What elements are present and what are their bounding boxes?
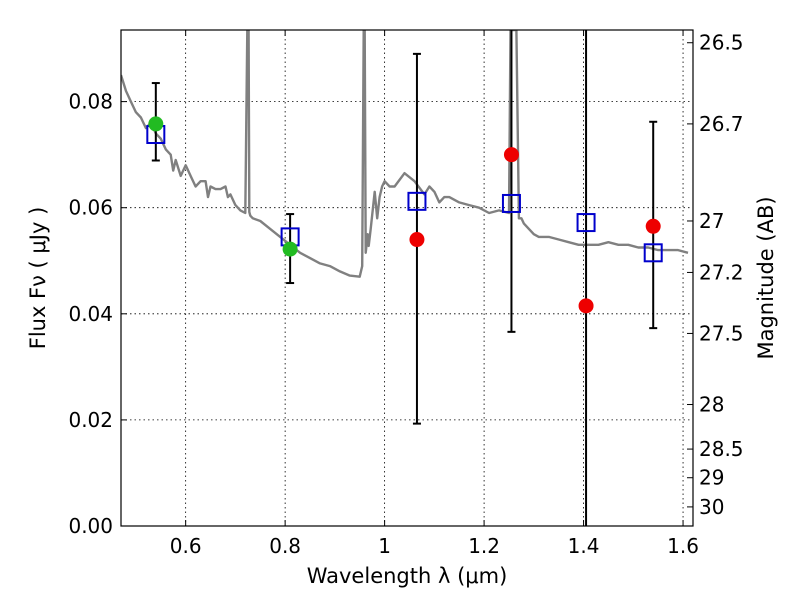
- plot-background: [121, 30, 693, 526]
- magnitude-tick-label: 28: [699, 393, 724, 417]
- series-layer: [121, 30, 689, 278]
- x-tick-label: 1.4: [568, 534, 600, 558]
- magnitude-tick-label: 29: [699, 466, 724, 490]
- x-tick-label: 1.2: [468, 534, 500, 558]
- spectrum-line: [121, 30, 689, 278]
- model-photometry-square: [501, 193, 521, 213]
- photometry-point: [409, 232, 425, 248]
- ticks: 0.6 0.8 1 1.2 1.4 1.6 0.00 0.02 0.04 0.06 0.08 26.5…: [68, 30, 744, 558]
- magnitude-tick-label: 26.5: [699, 31, 744, 55]
- magnitude-tick-label: 27.5: [699, 321, 744, 345]
- y-tick-label: 0.08: [68, 90, 113, 114]
- photometry-point: [148, 116, 164, 132]
- y-tick-label: 0.02: [68, 408, 113, 432]
- y-axis-label: Flux Fν ( μJy ): [26, 207, 50, 350]
- y2-axis-label: Magnitude (AB): [754, 196, 778, 359]
- x-tick-label: 0.8: [269, 534, 301, 558]
- x-axis-label: Wavelength λ (μm): [307, 564, 508, 588]
- model-photometry-square: [643, 243, 663, 263]
- plot-frame: [120, 29, 694, 527]
- y-tick-label: 0.06: [68, 196, 113, 220]
- magnitude-tick-label: 27.2: [699, 260, 744, 284]
- markers: [146, 116, 663, 314]
- magnitude-tick-label: 30: [699, 495, 724, 519]
- photometry-point: [578, 298, 594, 314]
- model-photometry-square: [407, 191, 427, 211]
- magnitude-tick-label: 26.7: [699, 112, 744, 136]
- magnitude-tick-label: 27: [699, 209, 724, 233]
- photometry-point: [645, 218, 661, 234]
- model-photometry-square: [576, 213, 596, 233]
- photometry-point: [282, 241, 298, 257]
- photometry-point: [503, 147, 519, 163]
- x-tick-label: 1.6: [667, 534, 699, 558]
- y-tick-label: 0.04: [68, 302, 113, 326]
- magnitude-tick-label: 28.5: [699, 437, 744, 461]
- x-tick-label: 1: [378, 534, 391, 558]
- y-tick-label: 0.00: [68, 514, 113, 538]
- x-tick-label: 0.6: [170, 534, 202, 558]
